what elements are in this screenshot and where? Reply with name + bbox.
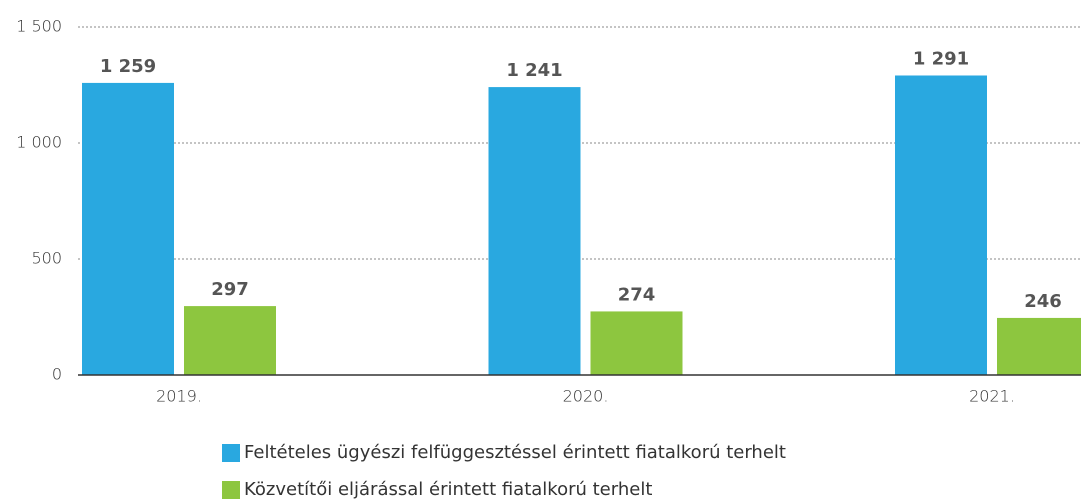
- legend-label: Közvetítői eljárással érintett fiatalkor…: [244, 479, 652, 500]
- value-label: 297: [211, 279, 249, 300]
- bar: [895, 75, 987, 375]
- legend-label: Feltételes ügyészi felfüggesztéssel érin…: [244, 442, 786, 463]
- y-tick-label: 1 000: [16, 133, 62, 152]
- bar: [184, 306, 276, 375]
- x-tick-label: 2020.: [563, 387, 609, 406]
- legend-swatch: [222, 444, 240, 462]
- y-tick-label: 500: [31, 249, 62, 268]
- x-tick-label: 2021.: [969, 387, 1015, 406]
- y-tick-label: 0: [52, 365, 62, 384]
- value-label: 1 259: [100, 56, 156, 77]
- legend-swatch: [222, 481, 240, 499]
- bar: [488, 87, 581, 375]
- value-label: 274: [618, 284, 656, 305]
- bar: [590, 311, 683, 375]
- value-label: 246: [1024, 291, 1062, 312]
- value-label: 1 241: [506, 60, 562, 81]
- y-tick-label: 1 500: [16, 17, 62, 36]
- value-label: 1 291: [913, 48, 969, 69]
- x-tick-label: 2019.: [156, 387, 202, 406]
- bar: [997, 317, 1081, 375]
- bar: [82, 82, 174, 376]
